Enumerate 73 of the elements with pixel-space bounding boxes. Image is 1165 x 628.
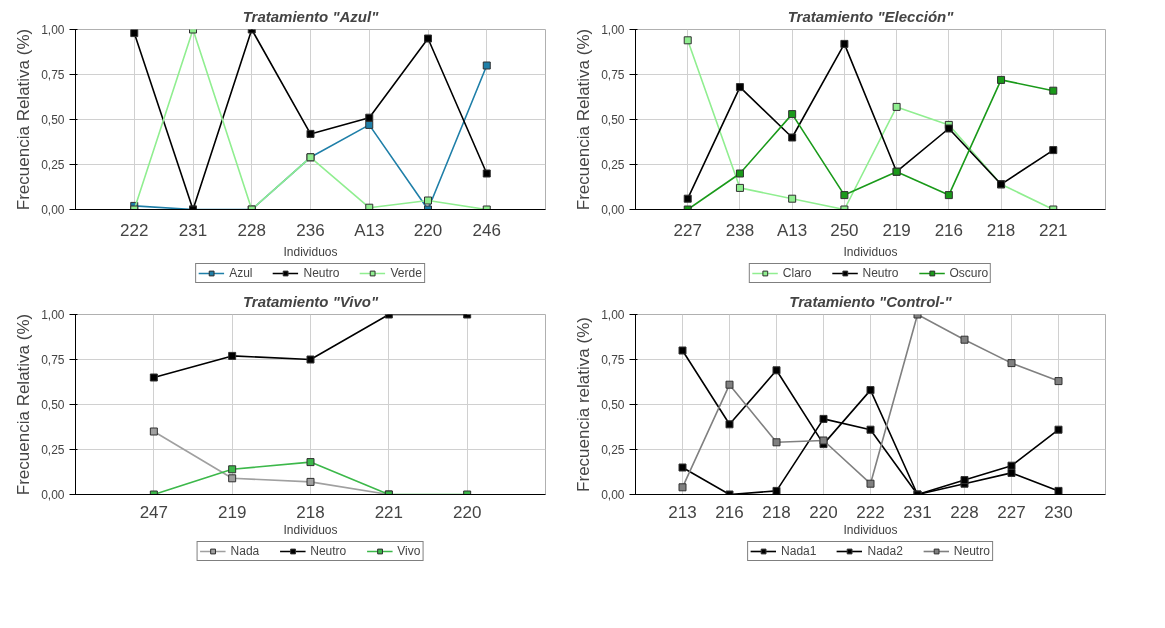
x-tick-label: 222	[120, 220, 149, 240]
legend-label: Azul	[229, 266, 253, 280]
y-tick-label: 0,50	[601, 113, 625, 127]
y-tick-label: 0,75	[601, 68, 625, 82]
y-tick-label: 0,75	[41, 353, 65, 367]
x-tick-label: 228	[950, 502, 979, 522]
x-tick-label: A13	[777, 220, 808, 240]
y-tick-label: 0,00	[601, 203, 625, 217]
x-tick-label: 227	[997, 502, 1026, 522]
x-axis-title: Individuos	[283, 522, 338, 537]
x-tick-label: 219	[882, 220, 911, 240]
y-tick-label: 1,00	[601, 23, 625, 37]
y-tick-label: 1,00	[601, 308, 625, 322]
x-tick-label: 236	[296, 220, 325, 240]
legend-label: Neutro	[953, 544, 990, 558]
y-tick-label: 1,00	[41, 23, 65, 37]
x-tick-label: 216	[934, 220, 964, 240]
y-tick-label: 0,25	[41, 443, 65, 457]
chart-title: Tratamiento "Elección"	[787, 7, 955, 25]
x-tick-label: 246	[472, 220, 501, 240]
x-tick-label: 228	[237, 220, 266, 240]
x-tick-label: 221	[1039, 220, 1068, 240]
y-tick-label: 0,50	[41, 398, 65, 412]
x-tick-label: 220	[809, 502, 838, 522]
legend-label: Neutro	[303, 266, 340, 280]
y-axis-title: Frecuencia Relativa (%)	[574, 28, 594, 211]
y-axis-title: Frecuencia Relativa (%)	[14, 28, 34, 211]
legend-label: Neutro	[310, 544, 347, 558]
y-tick-label: 1,00	[41, 308, 65, 322]
x-tick-label: 218	[986, 220, 1016, 240]
y-tick-label: 0,00	[41, 488, 65, 502]
legend-label: Vivo	[397, 544, 421, 558]
y-tick-label: 0,75	[601, 353, 625, 367]
y-tick-label: 0,75	[41, 68, 65, 82]
y-tick-label: 0,25	[601, 443, 625, 457]
chart-title: Tratamiento "Vivo"	[242, 292, 379, 310]
x-tick-label: 213	[668, 502, 697, 522]
legend-label: Claro	[782, 266, 812, 280]
y-tick-label: 0,00	[41, 203, 65, 217]
x-tick-label: 238	[725, 220, 755, 240]
x-tick-label: 216	[715, 502, 744, 522]
x-tick-label: 227	[673, 220, 702, 240]
x-tick-label: 218	[296, 502, 325, 522]
legend-label: Oscuro	[949, 266, 989, 280]
chart-title: Tratamiento "Control-"	[789, 292, 953, 310]
y-tick-label: 0,50	[601, 398, 625, 412]
chart-title: Tratamiento "Azul"	[242, 7, 380, 25]
x-axis-title: Individuos	[283, 244, 338, 259]
x-tick-label: 222	[856, 502, 885, 522]
x-tick-label: 220	[413, 220, 443, 240]
x-tick-label: 230	[1044, 502, 1073, 522]
x-tick-label: 247	[139, 502, 169, 522]
y-axis-title: Frecuencia Relativa (%)	[14, 313, 34, 496]
legend-label: Verde	[390, 266, 422, 280]
x-tick-label: 231	[903, 502, 932, 522]
x-axis-title: Individuos	[843, 522, 898, 537]
y-tick-label: 0,50	[41, 113, 65, 127]
legend-label: Nada2	[867, 544, 903, 558]
legend-label: Neutro	[862, 266, 899, 280]
x-tick-label: 231	[178, 220, 208, 240]
x-tick-label: 221	[374, 502, 404, 522]
x-tick-label: 220	[452, 502, 482, 522]
legend-label: Nada	[230, 544, 260, 558]
y-tick-label: 0,00	[601, 488, 625, 502]
x-tick-label: 219	[217, 502, 247, 522]
x-tick-label: A13	[354, 220, 385, 240]
legend-label: Nada1	[781, 544, 817, 558]
y-axis-title: Frecuencia relativa (%)	[574, 317, 594, 492]
y-tick-label: 0,25	[41, 158, 65, 172]
x-tick-label: 250	[830, 220, 859, 240]
x-axis-title: Individuos	[843, 244, 898, 259]
y-tick-label: 0,25	[601, 158, 625, 172]
x-tick-label: 218	[762, 502, 791, 522]
